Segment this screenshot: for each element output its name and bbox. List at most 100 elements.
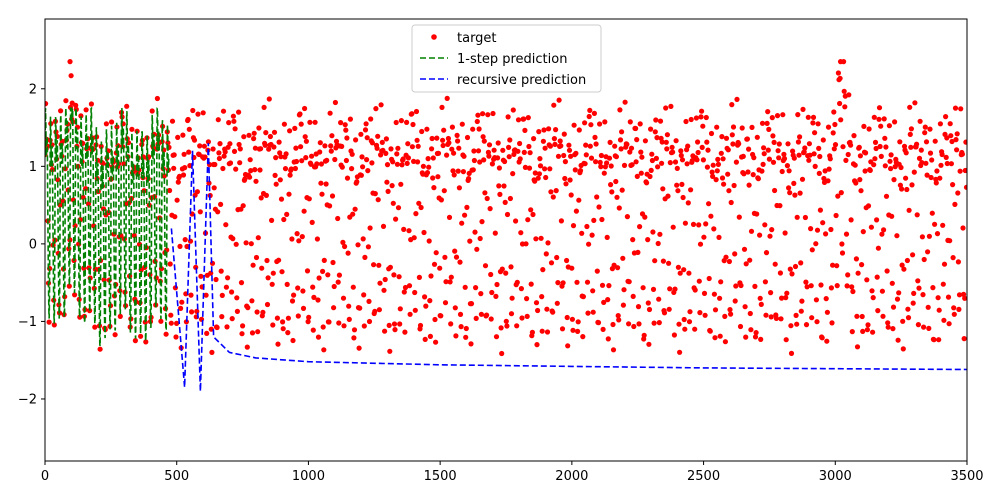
target-point (167, 261, 173, 267)
target-point (158, 318, 164, 324)
target-point (302, 134, 308, 140)
target-point (860, 229, 866, 235)
target-point (344, 135, 350, 141)
target-point (460, 169, 466, 175)
target-point (63, 98, 69, 104)
target-point (764, 120, 770, 126)
target-point (289, 298, 296, 304)
target-point (926, 325, 932, 331)
target-point (186, 149, 192, 155)
target-point (685, 200, 691, 206)
target-point (182, 237, 188, 243)
target-point (924, 172, 930, 178)
target-point (797, 134, 803, 140)
target-point (315, 297, 321, 303)
target-point (481, 138, 487, 144)
target-point (449, 146, 455, 152)
target-point (863, 150, 869, 156)
target-point (263, 130, 269, 136)
target-point (883, 193, 890, 199)
target-point (563, 181, 569, 187)
target-point (900, 346, 906, 352)
target-point (264, 257, 270, 264)
target-point (328, 148, 334, 154)
y-tick-label: 0 (29, 237, 37, 252)
target-point (198, 273, 204, 279)
target-point (666, 260, 672, 266)
target-point (787, 266, 793, 272)
target-point (247, 174, 253, 180)
target-point (441, 127, 447, 133)
target-point (487, 206, 493, 212)
target-point (587, 143, 593, 149)
target-point (514, 323, 520, 329)
target-point (488, 316, 494, 322)
target-point (842, 104, 848, 110)
target-point (264, 301, 271, 308)
target-point (794, 321, 800, 327)
target-point (404, 119, 410, 125)
target-point (923, 160, 929, 166)
target-point (862, 168, 868, 174)
target-point (389, 183, 395, 189)
target-point (736, 141, 742, 147)
target-point (792, 263, 799, 270)
target-point (335, 215, 341, 222)
target-point (446, 214, 453, 220)
target-point (279, 269, 285, 275)
target-point (499, 266, 505, 272)
target-point (459, 121, 465, 127)
target-point (452, 305, 458, 311)
target-point (732, 298, 738, 304)
target-point (591, 110, 598, 116)
target-point (364, 157, 370, 163)
target-point (917, 118, 923, 124)
target-point (445, 135, 451, 142)
target-point (269, 217, 275, 223)
target-point (783, 337, 789, 343)
target-point (573, 208, 580, 214)
target-point (812, 163, 818, 169)
target-point (562, 159, 569, 165)
target-point (624, 141, 630, 147)
target-point (533, 300, 540, 306)
target-point (753, 330, 759, 336)
x-tick-label: 2500 (687, 469, 720, 484)
target-point (318, 180, 324, 186)
target-point (813, 241, 819, 247)
target-point (287, 128, 293, 134)
target-point (835, 193, 841, 199)
target-point (393, 119, 399, 126)
target-point (184, 243, 190, 250)
target-point (434, 135, 440, 141)
target-point (618, 146, 624, 152)
target-point (850, 288, 856, 295)
target-point (117, 313, 123, 319)
target-point (525, 217, 531, 223)
target-point (718, 279, 724, 285)
target-point (761, 145, 767, 151)
target-point (440, 137, 446, 143)
target-point (670, 149, 676, 155)
target-point (957, 168, 963, 174)
one-step-prediction-series (45, 106, 170, 347)
target-point (449, 124, 455, 130)
target-point (799, 298, 805, 304)
target-point (694, 157, 700, 163)
target-point (365, 168, 371, 174)
legend-label-target: target (457, 31, 497, 46)
target-point (367, 225, 373, 231)
target-point (347, 116, 353, 122)
target-point (726, 258, 733, 265)
target-point (932, 221, 938, 227)
target-point (577, 168, 584, 174)
target-point (571, 122, 577, 128)
target-point (213, 276, 219, 283)
target-point (339, 143, 345, 149)
target-point (695, 139, 701, 145)
target-point (733, 283, 739, 289)
target-point (536, 171, 543, 177)
target-point (680, 194, 686, 201)
target-point (642, 214, 648, 220)
target-point (462, 212, 468, 218)
